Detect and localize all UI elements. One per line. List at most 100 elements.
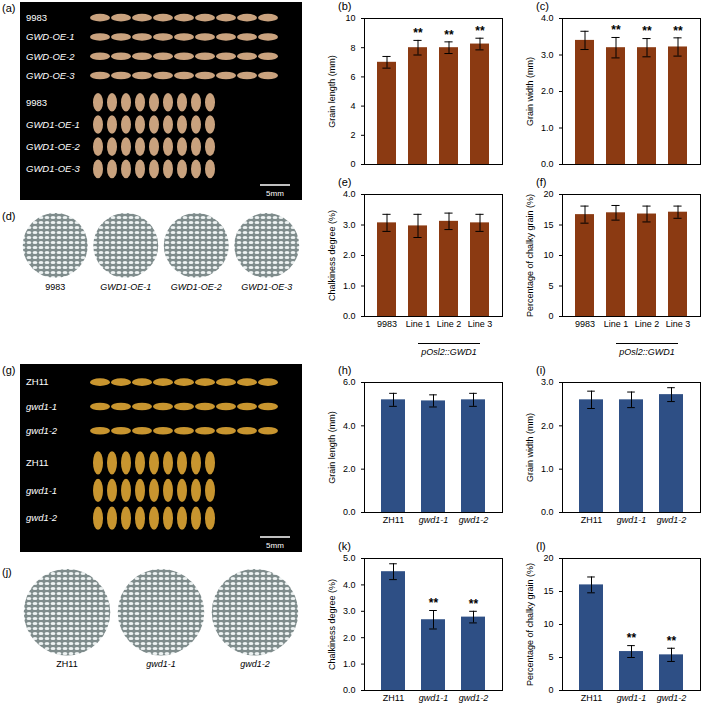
svg-text:5mm: 5mm bbox=[266, 541, 284, 550]
svg-text:GWD1-OE-2: GWD1-OE-2 bbox=[26, 141, 81, 152]
svg-text:4: 4 bbox=[350, 101, 355, 111]
svg-text:0.0: 0.0 bbox=[343, 311, 356, 321]
svg-text:Percentage of chalky grain (%): Percentage of chalky grain (%) bbox=[525, 194, 535, 317]
svg-text:10: 10 bbox=[345, 13, 355, 23]
svg-text:9983: 9983 bbox=[45, 282, 65, 292]
svg-text:10: 10 bbox=[543, 250, 553, 260]
svg-text:pOsl2::GWD1: pOsl2::GWD1 bbox=[420, 347, 477, 357]
svg-text:**: ** bbox=[673, 24, 683, 38]
svg-text:2.0: 2.0 bbox=[541, 421, 554, 431]
svg-text:ZH11: ZH11 bbox=[581, 515, 602, 525]
svg-text:1.0: 1.0 bbox=[343, 659, 356, 669]
svg-text:4.0: 4.0 bbox=[541, 13, 554, 23]
svg-text:4.0: 4.0 bbox=[343, 580, 356, 590]
svg-text:9983: 9983 bbox=[26, 97, 47, 108]
svg-text:GWD-OE-1: GWD-OE-1 bbox=[26, 31, 75, 42]
svg-text:1.0: 1.0 bbox=[343, 281, 356, 291]
svg-text:0.0: 0.0 bbox=[343, 507, 356, 517]
svg-text:10: 10 bbox=[543, 619, 553, 629]
svg-text:2.0: 2.0 bbox=[343, 250, 356, 260]
svg-text:**: ** bbox=[429, 596, 439, 610]
svg-text:**: ** bbox=[642, 24, 652, 38]
svg-text:9983: 9983 bbox=[26, 12, 47, 23]
svg-text:2.0: 2.0 bbox=[541, 86, 554, 96]
svg-text:ZH11: ZH11 bbox=[26, 457, 49, 468]
svg-text:2: 2 bbox=[350, 130, 355, 140]
svg-text:5mm: 5mm bbox=[266, 189, 284, 198]
svg-text:Line 1: Line 1 bbox=[604, 319, 629, 329]
svg-text:0: 0 bbox=[548, 311, 553, 321]
svg-text:1.0: 1.0 bbox=[541, 123, 554, 133]
svg-text:GWD1-OE-3: GWD1-OE-3 bbox=[241, 282, 292, 292]
svg-text:gwd1-2: gwd1-2 bbox=[26, 425, 58, 436]
svg-text:2.0: 2.0 bbox=[343, 464, 356, 474]
svg-text:0: 0 bbox=[548, 685, 553, 695]
svg-text:3.0: 3.0 bbox=[343, 220, 356, 230]
svg-text:1.0: 1.0 bbox=[541, 464, 554, 474]
svg-text:Grain width (mm): Grain width (mm) bbox=[525, 413, 535, 482]
svg-text:6: 6 bbox=[350, 72, 355, 82]
svg-text:Chalkiness degree (%): Chalkiness degree (%) bbox=[327, 579, 337, 670]
svg-text:9983: 9983 bbox=[575, 319, 595, 329]
svg-text:GWD1-OE-1: GWD1-OE-1 bbox=[100, 282, 151, 292]
svg-text:pOsl2::GWD1: pOsl2::GWD1 bbox=[618, 347, 675, 357]
svg-text:15: 15 bbox=[543, 586, 553, 596]
svg-text:gwd1-1: gwd1-1 bbox=[419, 693, 449, 703]
svg-text:**: ** bbox=[413, 26, 423, 40]
svg-text:**: ** bbox=[667, 634, 677, 648]
svg-text:GWD1-OE-1: GWD1-OE-1 bbox=[26, 119, 80, 130]
svg-text:**: ** bbox=[475, 24, 485, 38]
svg-text:Line 2: Line 2 bbox=[635, 319, 660, 329]
svg-text:gwd1-1: gwd1-1 bbox=[26, 485, 57, 496]
svg-text:**: ** bbox=[611, 23, 621, 37]
svg-text:gwd1-2: gwd1-2 bbox=[657, 693, 687, 703]
svg-text:Line 2: Line 2 bbox=[437, 319, 462, 329]
svg-text:gwd1-1: gwd1-1 bbox=[419, 515, 449, 525]
svg-text:Chalkiness degree (%): Chalkiness degree (%) bbox=[327, 210, 337, 301]
svg-text:gwd1-2: gwd1-2 bbox=[459, 515, 489, 525]
svg-text:gwd1-2: gwd1-2 bbox=[657, 515, 687, 525]
svg-text:3.0: 3.0 bbox=[541, 377, 554, 387]
svg-text:Grain length (mm): Grain length (mm) bbox=[327, 55, 337, 128]
svg-text:ZH11: ZH11 bbox=[581, 693, 602, 703]
svg-text:gwd1-2: gwd1-2 bbox=[26, 512, 58, 523]
svg-text:5: 5 bbox=[548, 281, 553, 291]
svg-text:**: ** bbox=[627, 631, 637, 645]
svg-text:9983: 9983 bbox=[377, 319, 397, 329]
svg-text:**: ** bbox=[444, 28, 454, 42]
svg-text:gwd1-1: gwd1-1 bbox=[617, 515, 647, 525]
svg-text:ZH11: ZH11 bbox=[56, 659, 77, 669]
svg-text:GWD-OE-2: GWD-OE-2 bbox=[26, 51, 75, 62]
svg-text:5: 5 bbox=[548, 652, 553, 662]
svg-text:0.0: 0.0 bbox=[541, 159, 554, 169]
svg-text:Line 3: Line 3 bbox=[468, 319, 493, 329]
svg-text:0.0: 0.0 bbox=[343, 685, 356, 695]
svg-text:gwd1-2: gwd1-2 bbox=[459, 693, 489, 703]
svg-text:Grain length (mm): Grain length (mm) bbox=[327, 411, 337, 484]
svg-text:5.0: 5.0 bbox=[343, 553, 356, 563]
svg-text:GWD1-OE-3: GWD1-OE-3 bbox=[26, 163, 81, 174]
svg-text:**: ** bbox=[469, 597, 479, 611]
svg-text:gwd1-2: gwd1-2 bbox=[240, 659, 270, 669]
svg-text:4.0: 4.0 bbox=[343, 421, 356, 431]
svg-text:Line 1: Line 1 bbox=[406, 319, 431, 329]
svg-text:15: 15 bbox=[543, 220, 553, 230]
svg-text:Grain width (mm): Grain width (mm) bbox=[525, 57, 535, 126]
svg-text:ZH11: ZH11 bbox=[26, 376, 49, 387]
svg-text:3.0: 3.0 bbox=[541, 50, 554, 60]
svg-text:20: 20 bbox=[543, 553, 553, 563]
svg-text:6.0: 6.0 bbox=[343, 377, 356, 387]
svg-text:Percentage of chalky grain (%): Percentage of chalky grain (%) bbox=[525, 563, 535, 686]
svg-text:gwd1-1: gwd1-1 bbox=[617, 693, 647, 703]
svg-text:3.0: 3.0 bbox=[343, 606, 356, 616]
svg-text:Line 3: Line 3 bbox=[666, 319, 691, 329]
svg-text:2.0: 2.0 bbox=[343, 633, 356, 643]
svg-text:0: 0 bbox=[350, 159, 355, 169]
svg-text:ZH11: ZH11 bbox=[383, 693, 404, 703]
svg-text:gwd1-1: gwd1-1 bbox=[146, 659, 176, 669]
svg-text:gwd1-1: gwd1-1 bbox=[26, 401, 57, 412]
svg-text:0.0: 0.0 bbox=[541, 507, 554, 517]
svg-text:GWD-OE-3: GWD-OE-3 bbox=[26, 70, 75, 81]
svg-text:20: 20 bbox=[543, 189, 553, 199]
svg-text:4.0: 4.0 bbox=[343, 189, 356, 199]
